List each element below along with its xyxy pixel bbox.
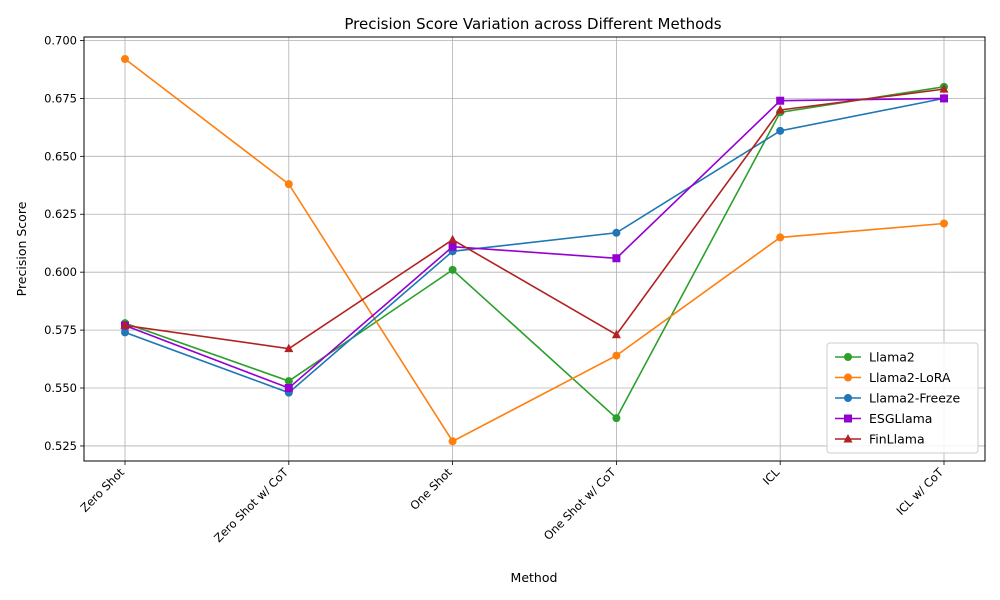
data-point (121, 55, 129, 64)
legend-entry: Llama2-LoRA (835, 370, 951, 385)
data-point (776, 233, 785, 242)
x-axis: Zero Shot Zero Shot w/ CoT One Shot One Sho… (77, 461, 947, 546)
y-tick-label: 0.525 (44, 439, 77, 453)
y-tick-label: 0.675 (44, 91, 77, 105)
data-point (284, 384, 293, 393)
data-point (612, 228, 621, 237)
legend: Llama2 Llama2-LoRA Llama2-Freeze ESGLlama Fi… (826, 342, 979, 454)
data-point (448, 437, 457, 446)
legend-marker (844, 373, 852, 382)
data-point (612, 254, 621, 263)
y-tick-label: 0.700 (44, 33, 77, 47)
data-point (612, 414, 621, 423)
legend-label: Llama2-Freeze (869, 391, 960, 406)
legend-box (826, 342, 979, 454)
data-point (611, 329, 621, 339)
legend-marker (844, 414, 852, 423)
data-point (776, 126, 785, 135)
series-line (124, 58, 945, 443)
data-point (448, 265, 457, 274)
data-point (284, 377, 293, 386)
series-llama2-freeze (121, 94, 948, 397)
data-point (448, 234, 458, 244)
legend-entry: Llama2-Freeze (835, 391, 960, 406)
series-line (124, 88, 945, 350)
data-point (940, 219, 948, 228)
y-axis: 0.525 0.550 0.575 0.600 0.625 0.650 0.675 0.700 (44, 33, 84, 453)
legend-label: ESGLlama (869, 411, 932, 426)
y-tick-label: 0.625 (44, 207, 77, 221)
data-point (612, 351, 621, 360)
x-tick-label: One Shot (407, 465, 455, 513)
data-point (121, 328, 129, 337)
data-point (775, 104, 785, 114)
series-group (120, 55, 949, 446)
y-tick-label: 0.575 (44, 323, 77, 337)
chart-title: Precision Score Variation across Differe… (344, 15, 721, 33)
series-line (124, 86, 945, 420)
legend-label: Llama2-LoRA (869, 370, 951, 385)
series-llama2-lora (121, 55, 948, 446)
series-finllama (120, 84, 949, 353)
legend-marker (843, 434, 853, 443)
legend-marker (844, 353, 852, 361)
data-point (448, 242, 457, 251)
y-tick-label: 0.600 (44, 265, 77, 279)
x-tick-label: ICL (760, 465, 783, 488)
data-point (284, 343, 294, 353)
data-point (776, 96, 785, 105)
x-axis-title: Method (511, 570, 558, 585)
plot-frame (83, 36, 986, 462)
legend-entry: FinLlama (835, 432, 925, 447)
data-point (940, 94, 948, 103)
y-tick-label: 0.550 (44, 381, 77, 395)
data-point (939, 84, 949, 93)
y-tick-label: 0.650 (44, 149, 77, 163)
x-tick-label: Zero Shot w/ CoT (211, 465, 292, 546)
series-esgllama (121, 94, 948, 393)
data-point (284, 180, 293, 189)
legend-entry: ESGLlama (835, 411, 932, 426)
legend-marker (844, 394, 852, 402)
x-tick-label: ICL w/ CoT (893, 465, 946, 518)
legend-entry: Llama2 (835, 350, 915, 365)
x-tick-label: Zero Shot (77, 465, 127, 515)
legend-label: FinLlama (869, 432, 925, 447)
data-point (120, 320, 130, 329)
series-line (124, 97, 945, 394)
series-line (124, 97, 945, 389)
x-tick-label: One Shot w/ CoT (541, 465, 619, 543)
y-axis-title: Precision Score (14, 201, 29, 296)
legend-label: Llama2 (869, 350, 915, 365)
